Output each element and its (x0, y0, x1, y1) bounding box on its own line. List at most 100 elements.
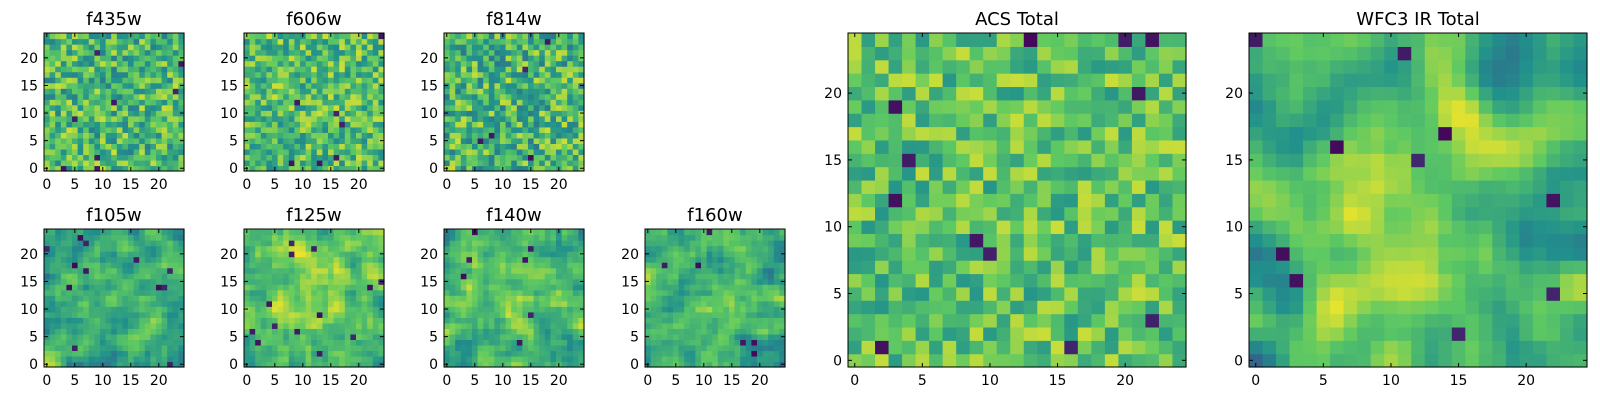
heatmap-cell (1037, 179, 1052, 194)
heatmap-cell (328, 311, 335, 318)
heatmap-cell (673, 284, 680, 291)
heatmap-cell (122, 295, 129, 302)
heatmap-cell (161, 93, 168, 100)
heatmap-cell (111, 295, 118, 302)
heatmap-cell (488, 88, 495, 95)
heatmap-cell (156, 355, 163, 363)
heatmap-cell (477, 165, 484, 172)
heatmap-cell (561, 344, 568, 352)
heatmap-cell (372, 159, 379, 167)
heatmap-cell (522, 344, 529, 352)
heatmap-cell (757, 317, 764, 324)
heatmap-cell (111, 328, 118, 335)
heatmap-cell (361, 82, 368, 89)
heatmap-cell (544, 273, 551, 280)
heatmap-cell (300, 256, 307, 263)
heatmap-cell (55, 278, 62, 285)
heatmap-cell (505, 295, 512, 302)
heatmap-cell (483, 245, 490, 252)
heatmap-cell (516, 245, 523, 252)
heatmap-cell (144, 137, 151, 144)
heatmap-cell (311, 344, 318, 352)
heatmap-cell (178, 99, 185, 106)
heatmap-cell (505, 251, 512, 258)
heatmap-cell (44, 154, 51, 161)
heatmap-cell (333, 256, 340, 263)
heatmap-cell (139, 159, 146, 167)
heatmap-cell (156, 339, 163, 346)
heatmap-cell (255, 154, 262, 161)
heatmap-cell (505, 229, 512, 236)
heatmap-cell (455, 262, 462, 269)
heatmap-cell (533, 284, 540, 291)
heatmap-cell (72, 126, 79, 133)
heatmap-cell (561, 328, 568, 335)
heatmap-cell (567, 33, 574, 40)
heatmap-cell (356, 355, 363, 363)
heatmap-cell (328, 295, 335, 302)
heatmap-cell (460, 99, 467, 106)
heatmap-cell (689, 251, 696, 258)
heatmap-cell (745, 267, 752, 274)
heatmap-cell (494, 278, 501, 285)
heatmap-cell (656, 267, 663, 274)
heatmap-cell (444, 289, 451, 296)
heatmap-cell (322, 245, 329, 252)
heatmap-cell (367, 306, 374, 313)
heatmap-cell (695, 295, 702, 302)
heatmap-cell (294, 99, 301, 106)
heatmap-cell (996, 353, 1011, 368)
heatmap-cell (1064, 286, 1079, 301)
heatmap-cell (533, 154, 540, 161)
heatmap-cell (305, 88, 312, 95)
heatmap-cell (544, 49, 551, 56)
heatmap-cell (133, 295, 140, 302)
heatmap-cell (645, 350, 652, 357)
heatmap-cell (762, 339, 769, 346)
heatmap-cell (122, 306, 129, 313)
heatmap-cell (367, 361, 374, 368)
heatmap-cell (294, 284, 301, 291)
heatmap-cell (277, 361, 284, 368)
heatmap-cell (88, 165, 95, 172)
heatmap-cell (356, 143, 363, 150)
heatmap-cell (983, 286, 998, 301)
heatmap-cell (740, 339, 747, 346)
heatmap-cell (294, 229, 301, 236)
heatmap-cell (460, 251, 467, 258)
heatmap-cell (1091, 300, 1106, 315)
heatmap-cell (516, 300, 523, 307)
heatmap-cell (77, 148, 84, 156)
heatmap-cell (768, 328, 775, 335)
heatmap-cell (472, 148, 479, 156)
heatmap-cell (494, 66, 501, 73)
heatmap-cell (156, 350, 163, 357)
heatmap-cell (316, 317, 323, 324)
heatmap-cell (156, 44, 163, 51)
heatmap-cell (516, 148, 523, 156)
heatmap-cell (1064, 326, 1079, 341)
heatmap-cell (339, 328, 346, 335)
heatmap-cell (544, 284, 551, 291)
heatmap-cell (550, 361, 557, 368)
heatmap-cell (372, 339, 379, 346)
heatmap-cell (460, 93, 467, 100)
heatmap-cell (139, 267, 146, 274)
heatmap-cell (311, 143, 318, 150)
heatmap-cell (311, 311, 318, 318)
heatmap-cell (745, 300, 752, 307)
heatmap-cell (288, 306, 295, 313)
heatmap-cell (294, 300, 301, 307)
heatmap-cell (656, 295, 663, 302)
heatmap-cell (44, 77, 51, 84)
heatmap-cell (311, 317, 318, 324)
heatmap-cell (72, 99, 79, 106)
heatmap-cell (249, 33, 256, 40)
heatmap-cell (128, 93, 135, 100)
heatmap-cell (350, 99, 357, 106)
heatmap-cell (915, 286, 930, 301)
heatmap-cell (533, 322, 540, 329)
heatmap-cell (116, 44, 123, 51)
heatmap-cell (316, 143, 323, 150)
y-tick-label: 15 (420, 78, 438, 94)
